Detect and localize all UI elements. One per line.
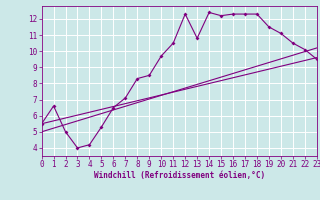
X-axis label: Windchill (Refroidissement éolien,°C): Windchill (Refroidissement éolien,°C) bbox=[94, 171, 265, 180]
